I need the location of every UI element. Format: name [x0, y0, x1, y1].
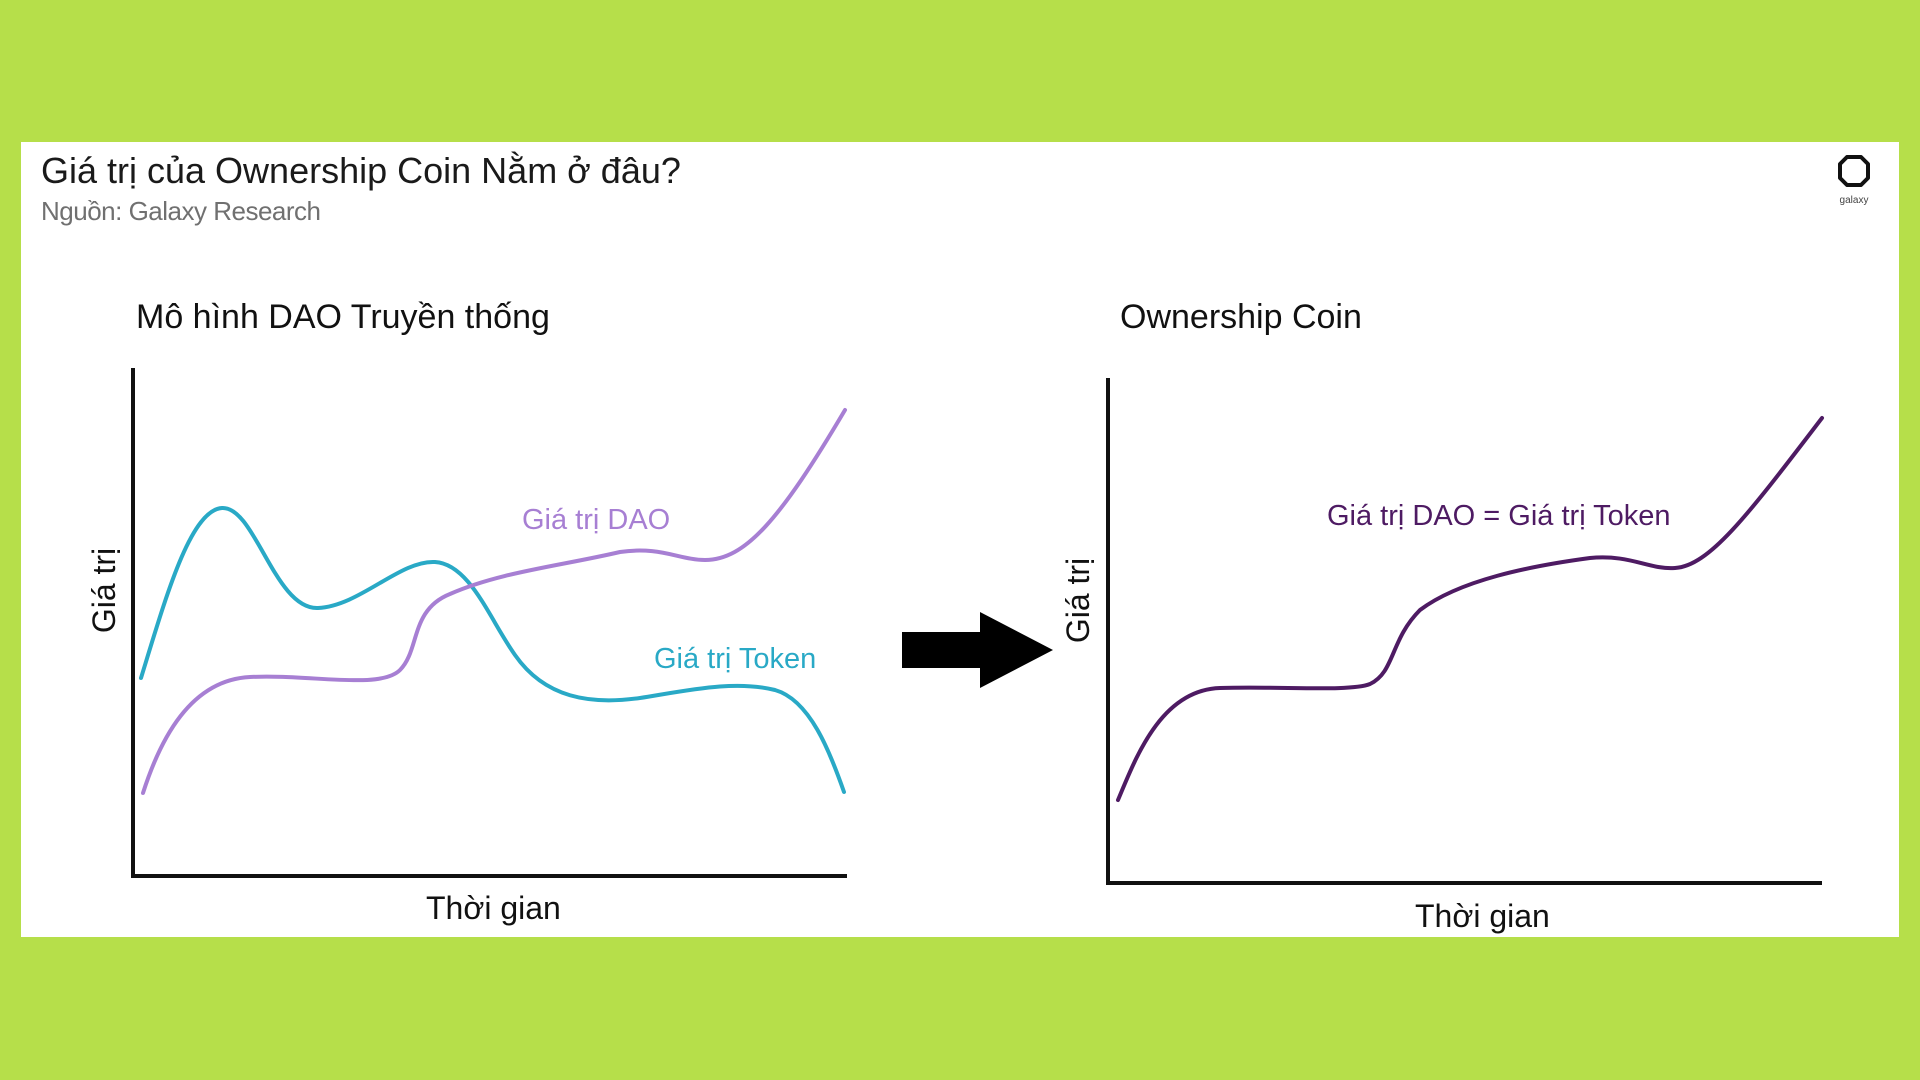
dao-value-label: Giá trị DAO	[522, 504, 671, 536]
left-x-axis-label: Thời gian	[426, 890, 561, 926]
token-value-label: Giá trị Token	[654, 643, 817, 675]
figure-title: Giá trị của Ownership Coin Nằm ở đâu?	[41, 150, 681, 191]
figure-source: Nguồn: Galaxy Research	[41, 196, 321, 226]
right-arrow-icon	[902, 612, 1053, 688]
galaxy-logo-icon	[1838, 155, 1870, 187]
dao-value-curve	[141, 408, 847, 795]
token-value-curve	[139, 505, 846, 794]
right-panel-title: Ownership Coin	[1120, 298, 1362, 336]
logo-wordmark: galaxy	[1839, 195, 1869, 206]
left-y-axis-label: Giá trị	[86, 547, 123, 634]
figure-card: Giá trị của Ownership Coin Nằm ở đâu? Ng…	[21, 142, 1899, 937]
combined-value-label: Giá trị DAO = Giá trị Token	[1327, 500, 1671, 532]
left-panel-title: Mô hình DAO Truyền thống	[136, 298, 550, 336]
ownership-value-curve	[1116, 416, 1824, 802]
right-y-axis-label: Giá trị	[1060, 557, 1097, 644]
right-x-axis-label: Thời gian	[1415, 898, 1550, 934]
galaxy-logo: galaxy	[1829, 154, 1879, 206]
